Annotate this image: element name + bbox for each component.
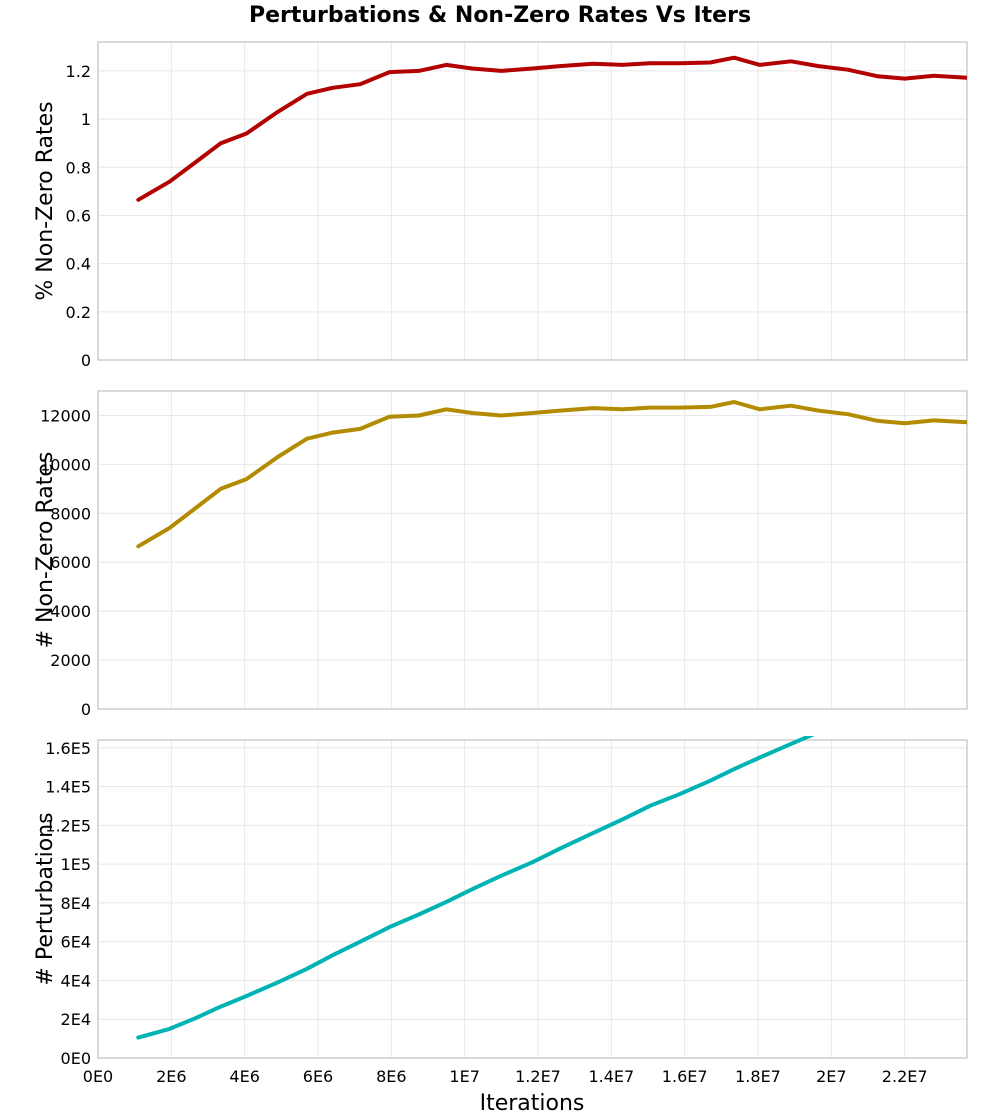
x-axis-title: Iterations <box>480 1091 585 1116</box>
y-tick-label-count-nonzero-5: 10000 <box>40 455 91 474</box>
y-axis-title-percent-nonzero: % Non-Zero Rates <box>33 101 58 300</box>
y-tick-label-count-nonzero-6: 12000 <box>40 406 91 425</box>
y-tick-label-perturbations-1: 2E4 <box>61 1010 91 1029</box>
y-tick-label-percent-nonzero-0: 0 <box>81 351 91 370</box>
chart-title: Perturbations & Non-Zero Rates Vs Iters <box>249 3 751 28</box>
panel-count-nonzero-rates: 0 2000 4000 6000 8000 10000 12000 # Non-Zero Ra… <box>33 390 968 719</box>
series-line-count-nonzero <box>136 400 967 549</box>
plot-frame-percent-nonzero <box>97 41 968 361</box>
x-tick-label-2: 4E6 <box>229 1067 259 1086</box>
y-tick-label-percent-nonzero-5: 1 <box>81 110 91 129</box>
y-tick-label-count-nonzero-2: 4000 <box>50 602 91 621</box>
x-tick-label-8: 1.6E7 <box>662 1067 708 1086</box>
plot-frame-perturbations <box>97 739 968 1059</box>
y-tick-label-percent-nonzero-4: 0.8 <box>66 158 91 177</box>
y-tick-label-count-nonzero-1: 2000 <box>50 651 91 670</box>
x-tick-label-9: 1.8E7 <box>735 1067 781 1086</box>
y-tick-label-perturbations-8: 1.6E5 <box>45 739 91 758</box>
series-line-percent-nonzero <box>136 55 967 202</box>
plot-frame-count-nonzero <box>97 390 968 710</box>
x-tick-label-10: 2E7 <box>816 1067 846 1086</box>
y-tick-label-percent-nonzero-2: 0.4 <box>66 255 91 274</box>
x-tick-label-4: 8E6 <box>376 1067 406 1086</box>
series-line-perturbations <box>136 736 815 1040</box>
y-tick-label-count-nonzero-0: 0 <box>81 700 91 719</box>
y-tick-label-perturbations-2: 4E4 <box>61 971 91 990</box>
y-tick-label-count-nonzero-4: 8000 <box>50 504 91 523</box>
y-tick-label-perturbations-6: 1.2E5 <box>45 816 91 835</box>
y-axis-title-count-nonzero: # Non-Zero Rates <box>33 452 58 649</box>
x-tick-label-0: 0E0 <box>83 1067 113 1086</box>
panel-percent-nonzero-rates: 0 0.2 0.4 0.6 0.8 1 1.2 % Non-Zero Rates <box>33 41 968 370</box>
x-tick-label-5: 1E7 <box>449 1067 479 1086</box>
panel-perturbations: 0E0 2E4 4E4 6E4 8E4 1E5 1.2E5 1.4E5 1.6E5 # Pertu… <box>33 736 968 1068</box>
y-tick-label-percent-nonzero-6: 1.2 <box>66 62 91 81</box>
x-tick-label-6: 1.2E7 <box>515 1067 561 1086</box>
y-tick-label-percent-nonzero-1: 0.2 <box>66 303 91 322</box>
y-tick-label-count-nonzero-3: 6000 <box>50 553 91 572</box>
x-tick-label-11: 2.2E7 <box>882 1067 928 1086</box>
y-tick-label-perturbations-4: 8E4 <box>61 894 91 913</box>
x-axis-tick-labels: 0E0 2E6 4E6 6E6 8E6 1E7 1.2E7 1.4E7 1.6E7 1.8E7 2E… <box>83 1067 928 1086</box>
y-tick-label-perturbations-0: 0E0 <box>61 1049 91 1068</box>
x-tick-label-7: 1.4E7 <box>588 1067 634 1086</box>
y-tick-label-perturbations-5: 1E5 <box>61 855 91 874</box>
x-tick-label-1: 2E6 <box>156 1067 186 1086</box>
y-axis-title-perturbations: # Perturbations <box>33 812 58 985</box>
y-tick-label-perturbations-7: 1.4E5 <box>45 778 91 797</box>
y-tick-label-percent-nonzero-3: 0.6 <box>66 206 91 225</box>
y-tick-label-perturbations-3: 6E4 <box>61 933 91 952</box>
x-tick-label-3: 6E6 <box>303 1067 333 1086</box>
